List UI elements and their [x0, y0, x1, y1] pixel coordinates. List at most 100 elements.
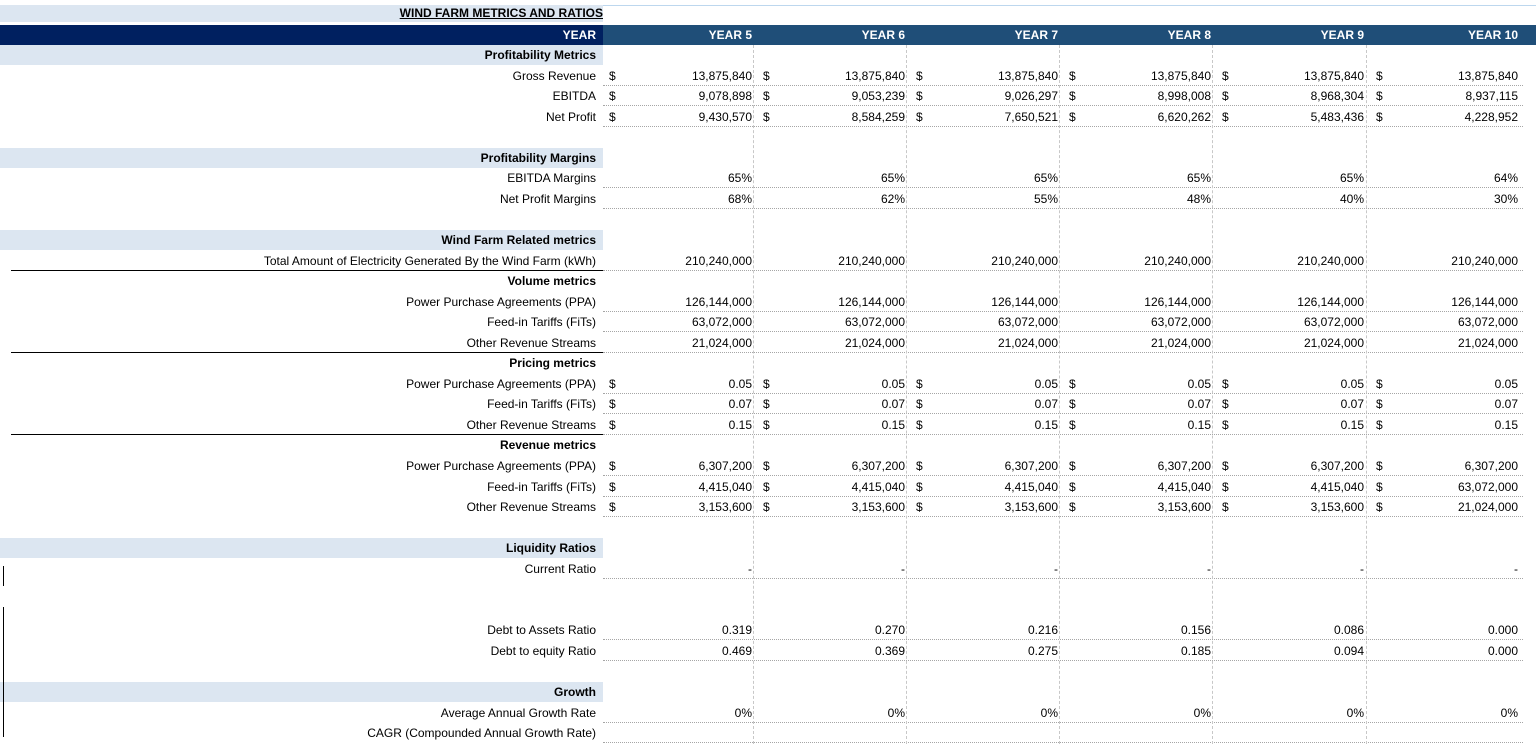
value-cell[interactable]: 62% — [880, 191, 905, 206]
value-cell[interactable]: 8,998,008 — [1157, 89, 1211, 104]
value-cell[interactable]: 8,584,259 — [851, 109, 905, 124]
value-cell[interactable]: 13,875,840 — [844, 68, 905, 83]
value-cell[interactable]: 4,415,040 — [1004, 479, 1058, 494]
value-cell[interactable]: 4,415,040 — [1157, 479, 1211, 494]
row-label[interactable]: Average Annual Growth Rate — [440, 705, 596, 720]
value-cell[interactable]: 63,072,000 — [1457, 315, 1518, 330]
value-cell[interactable]: 6,307,200 — [698, 459, 752, 473]
value-cell[interactable]: 0.07 — [1494, 397, 1518, 412]
value-cell[interactable]: 210,240,000 — [685, 253, 752, 268]
row-label[interactable]: Net Profit — [545, 109, 596, 124]
value-cell[interactable]: 6,307,200 — [1004, 459, 1058, 473]
value-cell[interactable]: 3,153,600 — [1310, 500, 1364, 515]
row-label[interactable]: Power Purchase Agreements (PPA) — [406, 376, 596, 391]
row-label[interactable]: Power Purchase Agreements (PPA) — [406, 294, 596, 309]
year-header-year-8[interactable]: YEAR 8 — [1167, 28, 1211, 42]
value-cell[interactable]: 0.15 — [1187, 417, 1211, 432]
value-cell[interactable]: 0.07 — [881, 397, 905, 412]
value-cell[interactable]: 4,415,040 — [1310, 479, 1364, 494]
value-cell[interactable]: 21,024,000 — [997, 335, 1058, 350]
value-cell[interactable]: 6,307,200 — [851, 459, 905, 473]
value-cell[interactable]: 65% — [727, 171, 752, 186]
value-cell[interactable]: - — [1054, 561, 1058, 576]
section-title[interactable]: Profitability Margins — [480, 150, 596, 165]
value-cell[interactable]: 13,875,840 — [691, 68, 752, 83]
value-cell[interactable]: 0.270 — [874, 623, 905, 638]
value-cell[interactable]: 6,620,262 — [1157, 109, 1211, 124]
value-cell[interactable]: 0% — [1040, 705, 1058, 720]
value-cell[interactable]: 0.15 — [1494, 417, 1518, 432]
value-cell[interactable]: - — [1360, 561, 1364, 576]
value-cell[interactable]: 3,153,600 — [698, 500, 752, 515]
value-cell[interactable]: 0.07 — [1340, 397, 1364, 412]
value-cell[interactable]: 210,240,000 — [991, 253, 1058, 268]
value-cell[interactable]: 13,875,840 — [997, 68, 1058, 83]
value-cell[interactable]: 126,144,000 — [991, 294, 1058, 309]
value-cell[interactable]: 126,144,000 — [1144, 294, 1211, 309]
value-cell[interactable]: 0.07 — [728, 397, 752, 412]
section-title[interactable]: Liquidity Ratios — [506, 541, 596, 556]
value-cell[interactable]: 13,875,840 — [1303, 68, 1364, 83]
value-cell[interactable]: 63,072,000 — [691, 315, 752, 330]
value-cell[interactable]: 4,415,040 — [851, 479, 905, 494]
value-cell[interactable]: 126,144,000 — [1297, 294, 1364, 309]
row-label[interactable]: Net Profit Margins — [499, 191, 596, 206]
value-cell[interactable]: 0.275 — [1027, 643, 1058, 658]
value-cell[interactable]: - — [1207, 561, 1211, 576]
value-cell[interactable]: 0.369 — [874, 643, 905, 658]
value-cell[interactable]: 0.05 — [1340, 376, 1364, 391]
value-cell[interactable]: 0.05 — [881, 376, 905, 391]
row-label[interactable]: Total Amount of Electricity Generated By… — [263, 253, 596, 268]
value-cell[interactable]: 3,153,600 — [851, 500, 905, 515]
value-cell[interactable]: 21,024,000 — [1303, 335, 1364, 350]
value-cell[interactable] — [757, 723, 905, 743]
value-cell[interactable]: 0.05 — [728, 376, 752, 391]
sheet-title[interactable]: WIND FARM METRICS AND RATIOS — [0, 5, 603, 22]
value-cell[interactable]: 9,078,898 — [698, 89, 752, 104]
year-header-year-10[interactable]: YEAR 10 — [1467, 28, 1518, 42]
value-cell[interactable]: 3,153,600 — [1157, 500, 1211, 515]
value-cell[interactable]: 55% — [1033, 191, 1058, 206]
year-header-year-6[interactable]: YEAR 6 — [861, 28, 905, 42]
value-cell[interactable]: 63,072,000 — [1457, 479, 1518, 494]
value-cell[interactable]: 65% — [1033, 171, 1058, 186]
value-cell[interactable]: 126,144,000 — [1451, 294, 1518, 309]
year-header-year-5[interactable]: YEAR 5 — [708, 28, 752, 42]
value-cell[interactable]: 0.086 — [1333, 623, 1364, 638]
value-cell[interactable]: 13,875,840 — [1150, 68, 1211, 83]
value-cell[interactable]: 21,024,000 — [1457, 335, 1518, 350]
value-cell[interactable]: 210,240,000 — [1297, 253, 1364, 268]
value-cell[interactable]: 0.05 — [1034, 376, 1058, 391]
row-label[interactable]: Feed-in Tariffs (FiTs) — [487, 315, 596, 330]
value-cell[interactable]: 8,937,115 — [1465, 89, 1519, 104]
value-cell[interactable]: 6,307,200 — [1464, 459, 1518, 473]
value-cell[interactable]: - — [901, 561, 905, 576]
value-cell[interactable]: 0.185 — [1180, 643, 1211, 658]
row-label[interactable]: Power Purchase Agreements (PPA) — [406, 459, 596, 473]
section-title[interactable]: Volume metrics — [507, 274, 596, 289]
value-cell[interactable]: 5,483,436 — [1310, 109, 1364, 124]
value-cell[interactable]: 63,072,000 — [997, 315, 1058, 330]
value-cell[interactable]: 0.05 — [1187, 376, 1211, 391]
value-cell[interactable]: 40% — [1339, 191, 1364, 206]
value-cell[interactable]: 65% — [1339, 171, 1364, 186]
year-header-year-7[interactable]: YEAR 7 — [1014, 28, 1058, 42]
row-label[interactable]: Other Revenue Streams — [466, 417, 596, 432]
value-cell[interactable]: 0.156 — [1180, 623, 1211, 638]
value-cell[interactable]: 4,228,952 — [1464, 109, 1518, 124]
value-cell[interactable]: 0.15 — [881, 417, 905, 432]
value-cell[interactable] — [1370, 723, 1518, 743]
section-title[interactable]: Revenue metrics — [499, 438, 596, 453]
value-cell[interactable]: 0% — [1193, 705, 1211, 720]
value-cell[interactable]: 210,240,000 — [1451, 253, 1518, 268]
value-cell[interactable]: 65% — [880, 171, 905, 186]
row-label[interactable]: EBITDA — [552, 89, 596, 104]
value-cell[interactable]: 21,024,000 — [1457, 500, 1518, 515]
value-cell[interactable]: 126,144,000 — [838, 294, 905, 309]
row-label[interactable]: Current Ratio — [524, 561, 596, 576]
row-label[interactable]: EBITDA Margins — [507, 171, 596, 186]
value-cell[interactable]: 0.15 — [728, 417, 752, 432]
value-cell[interactable]: 210,240,000 — [1144, 253, 1211, 268]
value-cell[interactable]: 210,240,000 — [838, 253, 905, 268]
row-label[interactable]: Gross Revenue — [512, 68, 596, 83]
